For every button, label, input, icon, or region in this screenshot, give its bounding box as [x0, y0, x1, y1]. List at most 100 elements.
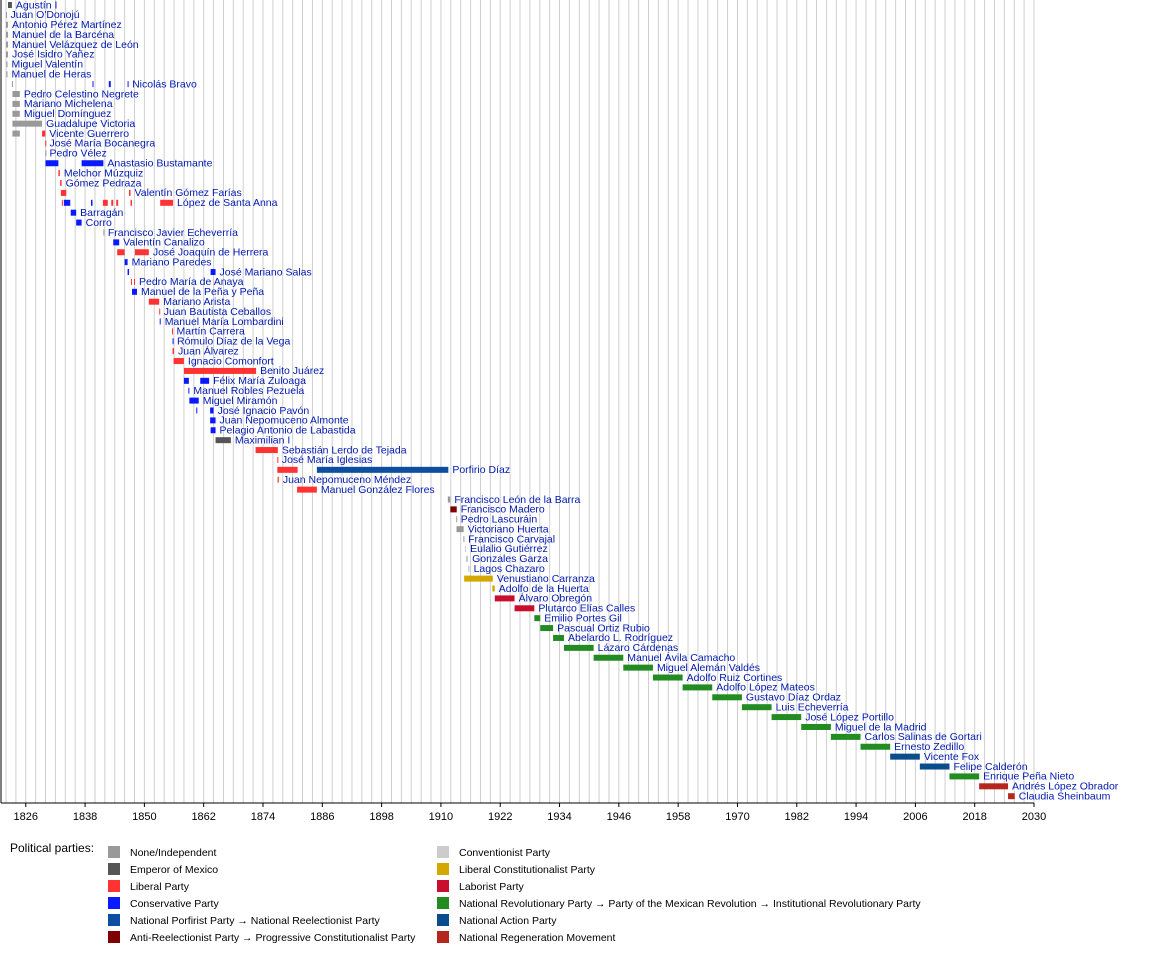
term-bar: [468, 565, 470, 572]
term-bar: [76, 219, 82, 226]
term-bar: [215, 437, 231, 444]
term-bar: [277, 466, 298, 473]
president-name: Andrés López Obrador: [1012, 781, 1119, 793]
president-name: Adolfo Ruiz Cortines: [687, 672, 783, 684]
president-name: Pedro Vélez: [50, 148, 107, 160]
term-bar: [623, 664, 653, 671]
president-name: Gonzales Garza: [472, 553, 548, 565]
president-name: Benito Juárez: [260, 365, 324, 377]
term-bar: [890, 753, 920, 760]
term-bar: [210, 269, 216, 276]
legend-label: National Action Party: [459, 915, 557, 927]
legend-label: National Porfirist Party → National Reel…: [130, 915, 381, 927]
president-name: Manuel de la Peña y Peña: [141, 286, 264, 298]
term-bar: [771, 714, 802, 721]
term-bar: [12, 100, 20, 107]
term-bar: [102, 199, 108, 206]
term-bar: [534, 615, 541, 622]
president-name: Pascual Ortiz Rubio: [557, 622, 650, 634]
president-name: López de Santa Anna: [177, 197, 278, 209]
term-bar: [132, 288, 137, 295]
term-bar: [60, 180, 62, 187]
term-bar: [130, 199, 133, 206]
president-name: Miguel de la Madrid: [835, 721, 927, 733]
president-name: Francisco Madero: [461, 504, 545, 516]
legend-label: Conventionist Party: [459, 847, 551, 859]
term-bar: [108, 81, 111, 88]
legend-title: Political parties:: [10, 841, 94, 855]
president-name: José Ignacio Pavón: [218, 405, 310, 417]
term-bar: [6, 31, 8, 38]
term-bar: [6, 71, 8, 78]
term-bar: [12, 91, 20, 98]
president-name: Claudia Sheinbaum: [1019, 790, 1111, 802]
x-tick-label: 1850: [132, 811, 156, 823]
term-bar: [61, 199, 63, 206]
legend-swatch: [108, 931, 120, 943]
x-tick-label: 1934: [547, 811, 571, 823]
president-name: Ernesto Zedillo: [894, 741, 964, 753]
president-name: Manuel de Heras: [11, 69, 91, 81]
term-bar: [127, 81, 129, 88]
term-bar: [63, 199, 71, 206]
legend-label: Anti-Reelectionist Party → Progressive C…: [130, 932, 416, 944]
legend-label: National Revolutionary Party → Party of …: [459, 898, 921, 910]
term-bar: [148, 298, 160, 305]
president-name: Lagos Chazaro: [474, 563, 545, 575]
president-name: Manuel Robles Pezuela: [193, 385, 304, 397]
term-bar: [741, 704, 772, 711]
president-name: Lázaro Cárdenas: [598, 642, 679, 654]
president-name: Adolfo de la Huerta: [499, 583, 589, 595]
x-tick-label: 1946: [607, 811, 631, 823]
x-tick-label: 1994: [844, 811, 868, 823]
term-bar: [563, 644, 594, 651]
term-bar: [12, 110, 20, 117]
x-tick-label: 2018: [962, 811, 986, 823]
president-name: Juan Álvarez: [178, 344, 239, 357]
term-bar: [860, 743, 891, 750]
president-name: Pedro Celestino Negrete: [24, 88, 139, 100]
term-bar: [159, 318, 161, 325]
legend-label: Laborist Party: [459, 881, 525, 893]
president-name: Corro: [86, 217, 112, 229]
legend-swatch: [437, 914, 449, 926]
president-name: Martín Carrera: [177, 326, 245, 338]
president-name: Juan O'Donojú: [10, 9, 79, 21]
president-name: Ignacio Comonfort: [188, 355, 274, 367]
term-bar: [593, 654, 624, 661]
president-name: Antonio Pérez Martínez: [12, 19, 122, 31]
term-bar: [210, 427, 216, 434]
x-tick-label: 1982: [785, 811, 809, 823]
president-name: Anastasio Bustamante: [107, 158, 212, 170]
president-name: Mariano Michelena: [24, 98, 113, 110]
term-bar: [134, 249, 149, 256]
president-name: Vicente Fox: [924, 751, 980, 763]
x-tick-label: 1826: [14, 811, 38, 823]
term-bar: [45, 160, 59, 167]
president-name: Manuel Ávila Camacho: [627, 651, 735, 664]
term-bar: [183, 367, 257, 374]
term-bar: [127, 269, 130, 276]
term-bar: [316, 466, 449, 473]
president-name: Eulalio Gutiérrez: [470, 543, 548, 555]
president-name: Miguel Alemán Valdés: [657, 662, 760, 674]
term-bar: [103, 229, 105, 236]
president-name: Juan Nepomuceno Méndez: [283, 474, 411, 486]
president-name: Valentín Gómez Farías: [135, 187, 242, 199]
term-bar: [682, 684, 713, 691]
president-name: Guadalupe Victoria: [46, 118, 135, 130]
term-bar: [196, 407, 198, 414]
president-name: Miguel Miramón: [203, 395, 278, 407]
x-tick-label: 1862: [191, 811, 215, 823]
term-bar: [60, 189, 67, 196]
x-tick-label: 1898: [369, 811, 393, 823]
term-bar: [58, 170, 60, 177]
term-bar: [456, 526, 464, 533]
term-bar: [172, 328, 174, 335]
term-bar: [979, 783, 1009, 790]
term-bar: [465, 545, 467, 552]
x-tick-label: 1958: [666, 811, 690, 823]
president-name: Miguel Valentín: [11, 59, 83, 71]
term-bar: [6, 41, 8, 48]
term-bar: [297, 486, 317, 493]
